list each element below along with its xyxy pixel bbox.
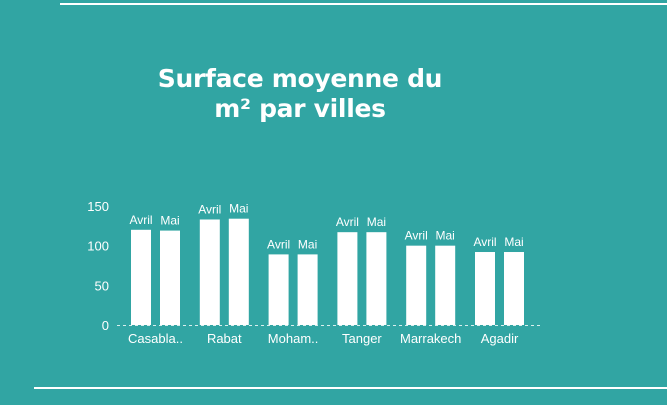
bar-label: Mai (229, 202, 248, 216)
bar-label: Avril (473, 235, 496, 249)
bar-label: Avril (336, 215, 359, 229)
y-tick-label: 50 (95, 278, 109, 293)
bar-avril (406, 245, 427, 325)
chart-title-line-1: Surface moyenne du (157, 64, 443, 93)
x-tick-label: Marrakech (400, 331, 461, 346)
bar-avril (131, 229, 151, 325)
x-tick-label: Agadir (481, 331, 519, 346)
bar-label: Mai (367, 215, 386, 229)
bar-avril (199, 219, 220, 325)
bar-mai (366, 232, 387, 325)
y-tick-label: 100 (87, 239, 109, 254)
bar-avril (475, 252, 495, 325)
bar-mai (228, 218, 249, 325)
bar-label: Mai (504, 235, 523, 249)
bar-mai (435, 245, 456, 325)
chart-title-line-2: m² par villes (214, 94, 386, 123)
bar-label: Avril (267, 237, 290, 251)
bar-label: Avril (405, 229, 428, 243)
bar-mai (297, 254, 318, 325)
x-tick-label: Rabat (207, 331, 242, 346)
x-tick-label: Moham.. (268, 331, 319, 346)
chart-title: Surface moyenne du m² par villes (120, 64, 480, 124)
bar-avril (268, 254, 289, 325)
bar-label: Avril (129, 213, 152, 227)
bar-avril (337, 232, 358, 325)
x-tick-label: Tanger (342, 331, 382, 346)
bottom-divider (34, 387, 667, 389)
y-tick-label: 0 (102, 318, 109, 333)
bar-label: Mai (298, 237, 317, 251)
top-divider (60, 3, 667, 5)
x-tick-label: Casabla.. (128, 331, 183, 346)
bar-label: Mai (160, 214, 179, 228)
bar-label: Mai (436, 229, 455, 243)
bar-mai (160, 230, 180, 325)
bar-mai (504, 252, 524, 325)
y-tick-label: 150 (87, 199, 109, 214)
bar-label: Avril (198, 202, 221, 216)
